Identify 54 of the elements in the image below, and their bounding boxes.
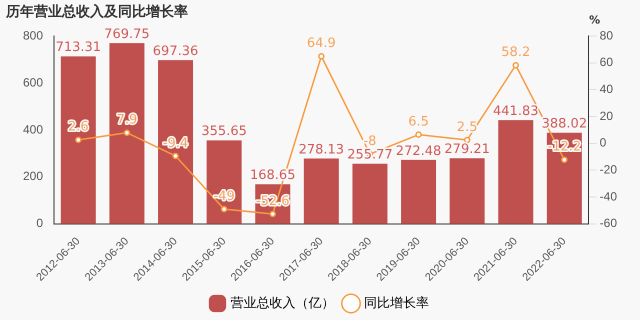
data-label: 6.5 [408,114,429,130]
y2-axis-title: % [589,13,600,26]
bar [352,164,388,224]
point [512,62,519,69]
data-label: 355.65 [201,124,247,140]
data-label: 279.21 [444,142,490,158]
bar [450,158,485,224]
data-label: 272.48 [396,144,442,159]
chart-title: 历年营业总收入及同比增长率 [6,3,188,21]
bar [206,140,242,224]
data-label: 713.31 [56,40,102,56]
legend-label: 同比增长率 [364,295,429,310]
y-tick-label: 800 [22,28,44,42]
data-label: 2.6 [68,120,89,135]
point [415,131,422,138]
data-label: -49 [214,188,235,204]
y2-tick-label: 40 [600,82,614,96]
data-label: 255.77 [347,148,393,163]
point [561,156,568,163]
y2-tick-label: 0 [600,136,607,150]
bar [109,43,144,224]
y2-tick-label: 60 [600,55,614,70]
y-tick-label: 600 [22,75,44,90]
point [318,53,325,60]
point [220,206,228,212]
y-tick-label: 0 [36,216,44,230]
data-label: 697.36 [152,44,198,59]
data-label: 64.9 [306,36,336,52]
bar [60,56,96,224]
point [124,130,130,136]
y2-tick-label: -40 [600,189,618,204]
data-label: -9.4 [162,136,188,151]
point [75,136,82,144]
data-label: 7.9 [116,112,138,128]
data-label: 441.83 [493,104,538,119]
bar [158,60,194,224]
data-label: 769.75 [104,26,150,42]
y-tick-label: 200 [22,169,44,184]
y2-tick-label: 80 [600,28,614,42]
legend-label: 营业总收入（亿） [230,295,334,310]
bar [304,158,339,224]
data-label: 278.13 [298,142,344,158]
point [172,152,179,160]
data-label: -8 [363,134,376,149]
data-label: 58.2 [501,45,530,60]
y2-tick-label: -20 [600,162,618,177]
point [464,136,470,144]
bar [401,160,436,224]
point [269,210,276,218]
y-tick-label: 400 [22,122,44,136]
y2-tick-label: -60 [600,216,618,230]
bar [546,132,582,224]
y2-tick-label: 20 [600,108,614,123]
bar [498,120,534,224]
